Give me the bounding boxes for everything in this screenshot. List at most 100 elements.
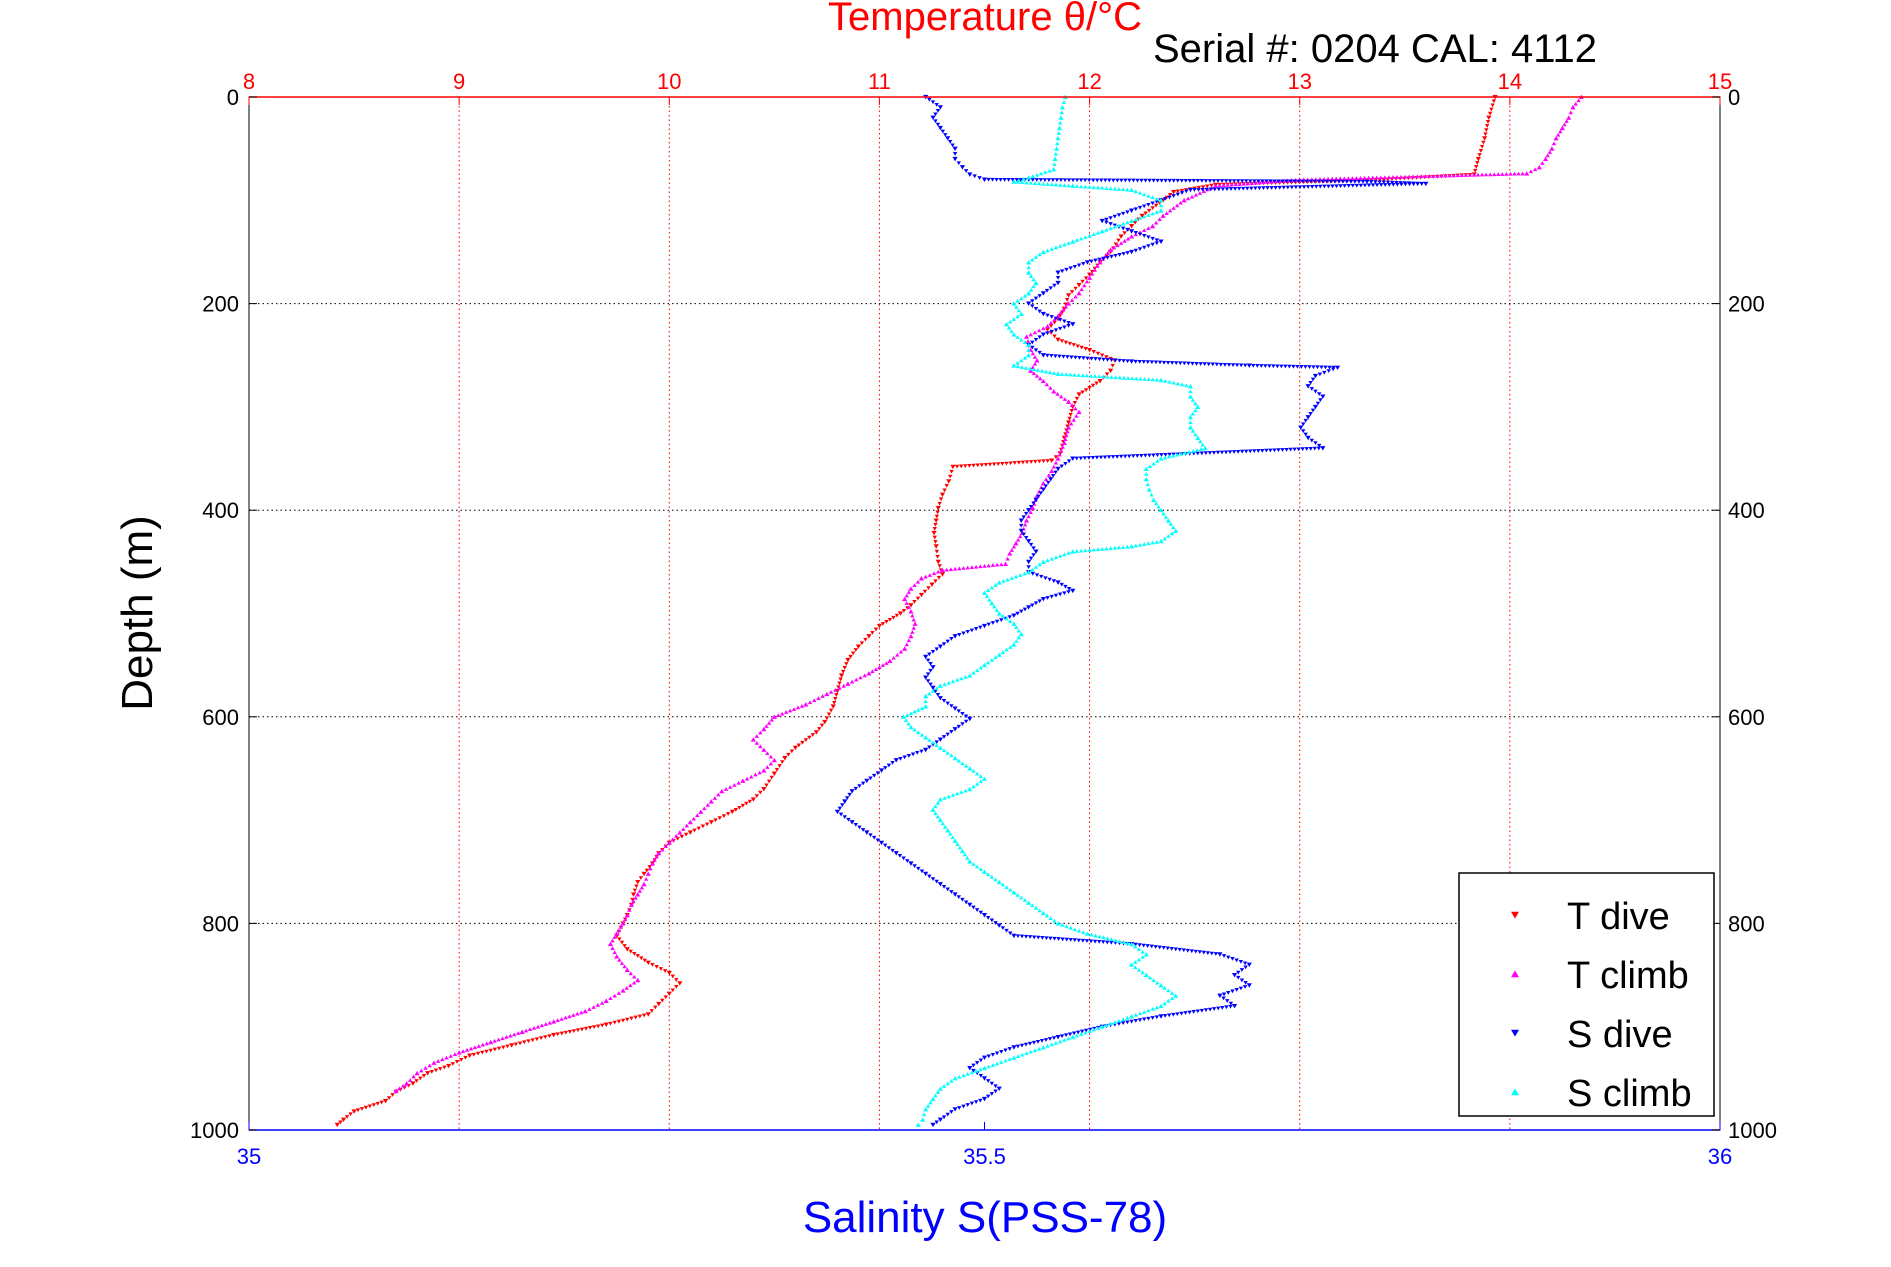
data-point (1475, 172, 1481, 177)
data-point (1163, 515, 1169, 519)
data-point (994, 608, 999, 612)
data-point (981, 1076, 988, 1081)
data-point (799, 703, 805, 708)
data-point (1366, 175, 1371, 180)
data-point (1555, 132, 1561, 137)
data-point (1055, 466, 1061, 472)
data-point (1042, 178, 1048, 182)
data-point (1009, 576, 1015, 580)
data-point (1381, 180, 1386, 185)
data-point (923, 704, 929, 709)
legend-label: S dive (1567, 1014, 1673, 1056)
data-point (1086, 456, 1092, 460)
data-point (583, 1026, 589, 1031)
data-point (937, 1086, 943, 1091)
data-point (1226, 955, 1231, 960)
data-point (1145, 482, 1150, 487)
data-point (1048, 286, 1053, 291)
data-point (1083, 548, 1088, 553)
data-point (1166, 534, 1171, 538)
data-point (1340, 179, 1346, 184)
data-point (1055, 392, 1060, 396)
data-point (631, 980, 637, 985)
data-point (1031, 501, 1036, 506)
data-point (1285, 185, 1291, 190)
data-point (771, 771, 777, 776)
data-point (952, 1107, 958, 1112)
data-point (1477, 153, 1482, 157)
data-point (1052, 162, 1057, 166)
data-point (1143, 952, 1149, 957)
data-point (1095, 185, 1101, 190)
data-point (1187, 1010, 1192, 1015)
data-point (943, 133, 948, 137)
data-point (1033, 348, 1039, 353)
data-point (1211, 450, 1217, 455)
data-point (1053, 316, 1059, 321)
data-point (780, 711, 785, 716)
data-point (1174, 361, 1179, 365)
data-point (969, 1070, 975, 1075)
data-point (1158, 983, 1164, 988)
data-point (1034, 358, 1040, 363)
data-point (1171, 525, 1176, 530)
data-point (1463, 173, 1469, 177)
data-point (1492, 172, 1497, 177)
data-point (927, 738, 932, 742)
data-point (1101, 935, 1106, 940)
data-point (1190, 361, 1195, 366)
data-point (1058, 310, 1063, 315)
data-point (1248, 179, 1253, 184)
data-point (1105, 251, 1111, 255)
data-point (1041, 181, 1046, 186)
data-point (1143, 476, 1149, 482)
data-point (1146, 193, 1151, 198)
data-point (1241, 181, 1246, 186)
data-point (635, 880, 641, 885)
data-point (989, 1081, 995, 1086)
data-point (1338, 176, 1343, 181)
data-point (1083, 347, 1088, 351)
data-point (624, 912, 630, 918)
data-point (1360, 179, 1366, 184)
data-point (1007, 615, 1012, 620)
data-point (774, 767, 780, 772)
data-point (1144, 472, 1149, 476)
data-point (771, 757, 777, 763)
data-point (996, 879, 1002, 885)
data-point (1193, 401, 1198, 406)
data-point (931, 571, 937, 576)
data-point (947, 140, 953, 144)
data-point (1038, 178, 1044, 182)
data-point (978, 779, 984, 784)
data-point (1206, 362, 1211, 367)
data-point (1116, 223, 1122, 228)
data-point (930, 115, 936, 120)
data-point (1104, 372, 1110, 377)
data-point (1167, 178, 1172, 183)
data-point (934, 1120, 939, 1125)
data-point (753, 772, 758, 777)
data-point (1037, 908, 1042, 913)
data-point (769, 775, 774, 780)
data-point (1074, 184, 1080, 188)
data-point (941, 748, 947, 753)
data-point (1166, 998, 1171, 1003)
data-point (1053, 146, 1060, 151)
data-point (981, 1065, 988, 1071)
data-point (1023, 518, 1030, 523)
data-point (1045, 596, 1050, 600)
data-point (1158, 507, 1164, 513)
data-point (1099, 185, 1105, 190)
data-point (912, 864, 917, 869)
data-point (1200, 187, 1205, 192)
data-point (1268, 448, 1273, 453)
data-point (749, 774, 754, 779)
data-point (1193, 408, 1198, 413)
data-point (632, 888, 638, 893)
data-point (1108, 546, 1113, 550)
data-point (956, 161, 961, 166)
data-point (1143, 453, 1148, 458)
data-point (1037, 459, 1042, 464)
data-point (1028, 368, 1034, 373)
